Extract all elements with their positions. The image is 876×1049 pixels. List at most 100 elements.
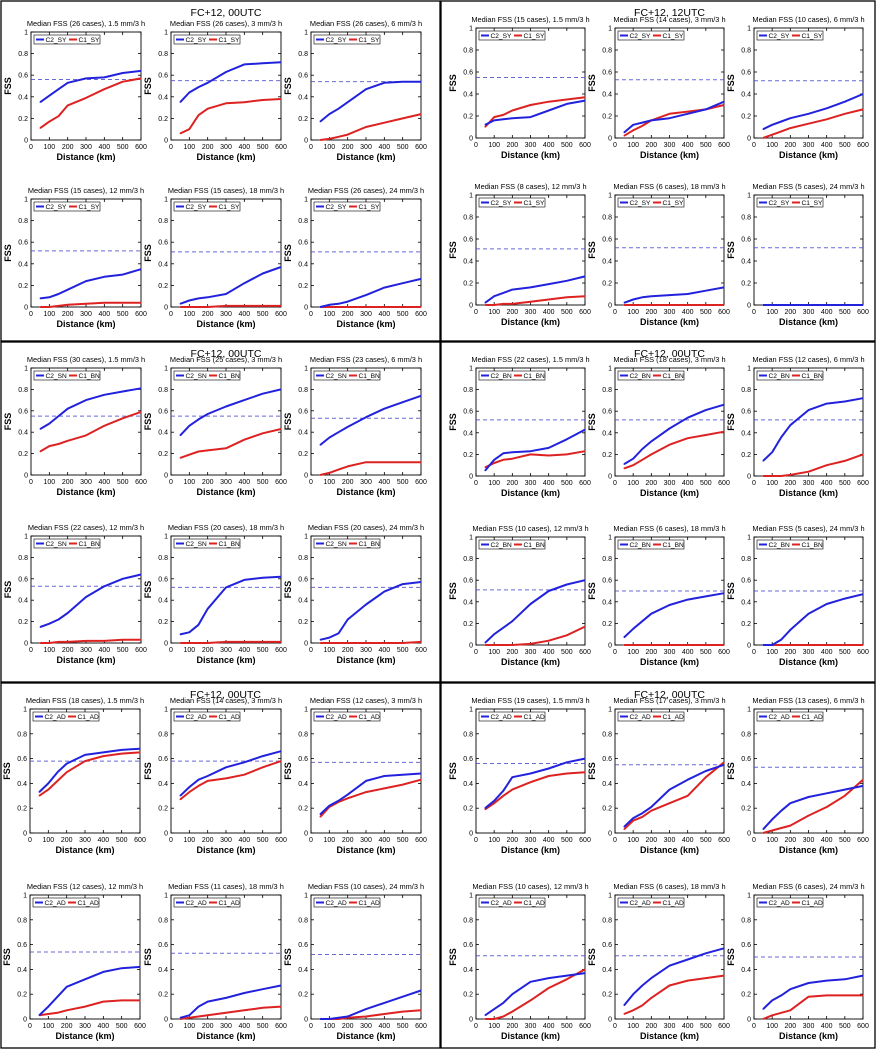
data-point	[67, 612, 69, 614]
y-tick-label: 1	[608, 26, 612, 33]
data-point	[687, 644, 689, 646]
data-point	[493, 459, 495, 461]
series-line-c1-bn	[40, 638, 141, 644]
legend-entry: C1_AD	[524, 900, 545, 907]
x-tick-label: 500	[397, 1023, 409, 1030]
y-tick-label: 0	[608, 474, 612, 481]
x-tick-label: 600	[718, 142, 730, 149]
data-point	[484, 642, 486, 644]
x-tick-label: 600	[415, 479, 427, 486]
x-tick-label: 600	[135, 479, 147, 486]
data-point	[365, 1015, 367, 1018]
y-tick-label: 0.2	[158, 619, 168, 626]
data-point	[723, 592, 725, 594]
data-point	[225, 641, 227, 643]
x-tick-label: 600	[275, 1023, 287, 1030]
y-tick-label: 0.4	[463, 92, 473, 99]
fss-plot: Median FSS (20 cases), 18 mm/3 h 0 0.2 0.4 0…	[143, 523, 287, 665]
x-tick-label: 100	[183, 837, 195, 844]
data-point	[262, 393, 264, 395]
data-point	[188, 306, 190, 308]
data-point	[511, 776, 513, 778]
data-point	[420, 779, 422, 781]
series-line-c1-bn	[179, 428, 282, 459]
y-tick-label: 0.6	[298, 408, 308, 415]
data-point	[207, 1001, 209, 1003]
y-tick-label: 0.8	[602, 387, 612, 394]
x-tick-label: 600	[718, 480, 730, 487]
data-point	[140, 77, 142, 79]
x-tick-label: 400	[682, 649, 694, 656]
data-point	[225, 1012, 227, 1014]
legend-box	[617, 197, 685, 208]
group-title: FC+12, 00UTC	[634, 689, 705, 701]
data-point	[243, 761, 245, 763]
legend-entry: C1_AD	[663, 900, 684, 907]
data-point	[780, 644, 782, 646]
data-point	[347, 1015, 349, 1018]
x-tick-label: 100	[766, 649, 778, 656]
plot-title: Median FSS (6 cases), 18 mm/3 h	[613, 524, 725, 533]
y-tick-label: 0	[469, 303, 473, 310]
y-tick-label: 0.2	[602, 621, 612, 628]
y-tick-label: 0.6	[602, 942, 612, 949]
data-point	[687, 304, 689, 306]
legend-box	[478, 711, 546, 722]
y-tick-label: 0	[164, 138, 168, 145]
data-point	[641, 816, 643, 818]
legend-entry: C2_AD	[326, 714, 347, 721]
data-point	[420, 461, 422, 463]
data-point	[584, 758, 586, 760]
fss-plot: Median FSS (26 cases), 3 mm/3 h 0 0.2 0.4 0.…	[143, 19, 287, 162]
data-point	[262, 1007, 264, 1009]
y-tick-label: 0.8	[298, 218, 308, 225]
legend-entry: C2_AD	[630, 714, 651, 721]
data-point	[102, 755, 104, 757]
data-point	[762, 644, 764, 646]
data-point	[780, 475, 782, 477]
series-line-c2-ad	[623, 947, 725, 1007]
data-point	[844, 644, 846, 646]
x-tick-label: 400	[378, 837, 390, 844]
x-tick-label: 200	[342, 144, 354, 151]
x-tick-label: 200	[342, 311, 354, 318]
x-tick-label: 100	[183, 144, 195, 151]
x-tick-label: 300	[80, 479, 92, 486]
legend-entry: C2_SN	[326, 373, 347, 380]
data-point	[188, 91, 190, 94]
y-tick-label: 0.8	[463, 731, 473, 738]
data-point	[420, 81, 422, 83]
y-tick-label: 0.8	[17, 731, 27, 738]
data-point	[632, 129, 634, 131]
y-tick-label: 0.8	[741, 731, 751, 738]
legend-entry: C1_AD	[802, 900, 823, 907]
data-point	[420, 306, 422, 308]
data-point	[347, 306, 349, 308]
data-point	[623, 1004, 625, 1007]
y-tick-label: 0.6	[298, 73, 308, 80]
data-point	[789, 127, 791, 129]
data-point	[57, 88, 60, 90]
data-point	[402, 306, 404, 308]
data-point	[47, 789, 49, 791]
y-tick-label: 1	[164, 30, 168, 37]
series-line-c1-bn	[763, 453, 864, 477]
data-point	[262, 988, 264, 990]
legend-entry: C2_BN	[491, 373, 512, 380]
data-point	[723, 304, 725, 306]
x-tick-label: 300	[525, 480, 537, 487]
y-tick-label: 0.2	[741, 992, 751, 999]
data-point	[584, 275, 586, 277]
data-point	[771, 999, 773, 1002]
data-point	[826, 304, 828, 306]
data-point	[641, 620, 643, 622]
x-axis-label: Distance (km)	[779, 845, 838, 855]
data-point	[502, 627, 504, 629]
data-point	[67, 408, 69, 410]
fss-plot: Median FSS (14 cases), 3 mm/3 h 0 0.2 0.4 0.…	[143, 696, 287, 855]
x-tick-label: 400	[543, 309, 555, 316]
y-tick-label: 0.8	[158, 555, 168, 562]
x-axis-label: Distance (km)	[336, 845, 395, 855]
y-axis-label: FSS	[587, 762, 597, 780]
x-axis-label: Distance (km)	[501, 317, 560, 327]
